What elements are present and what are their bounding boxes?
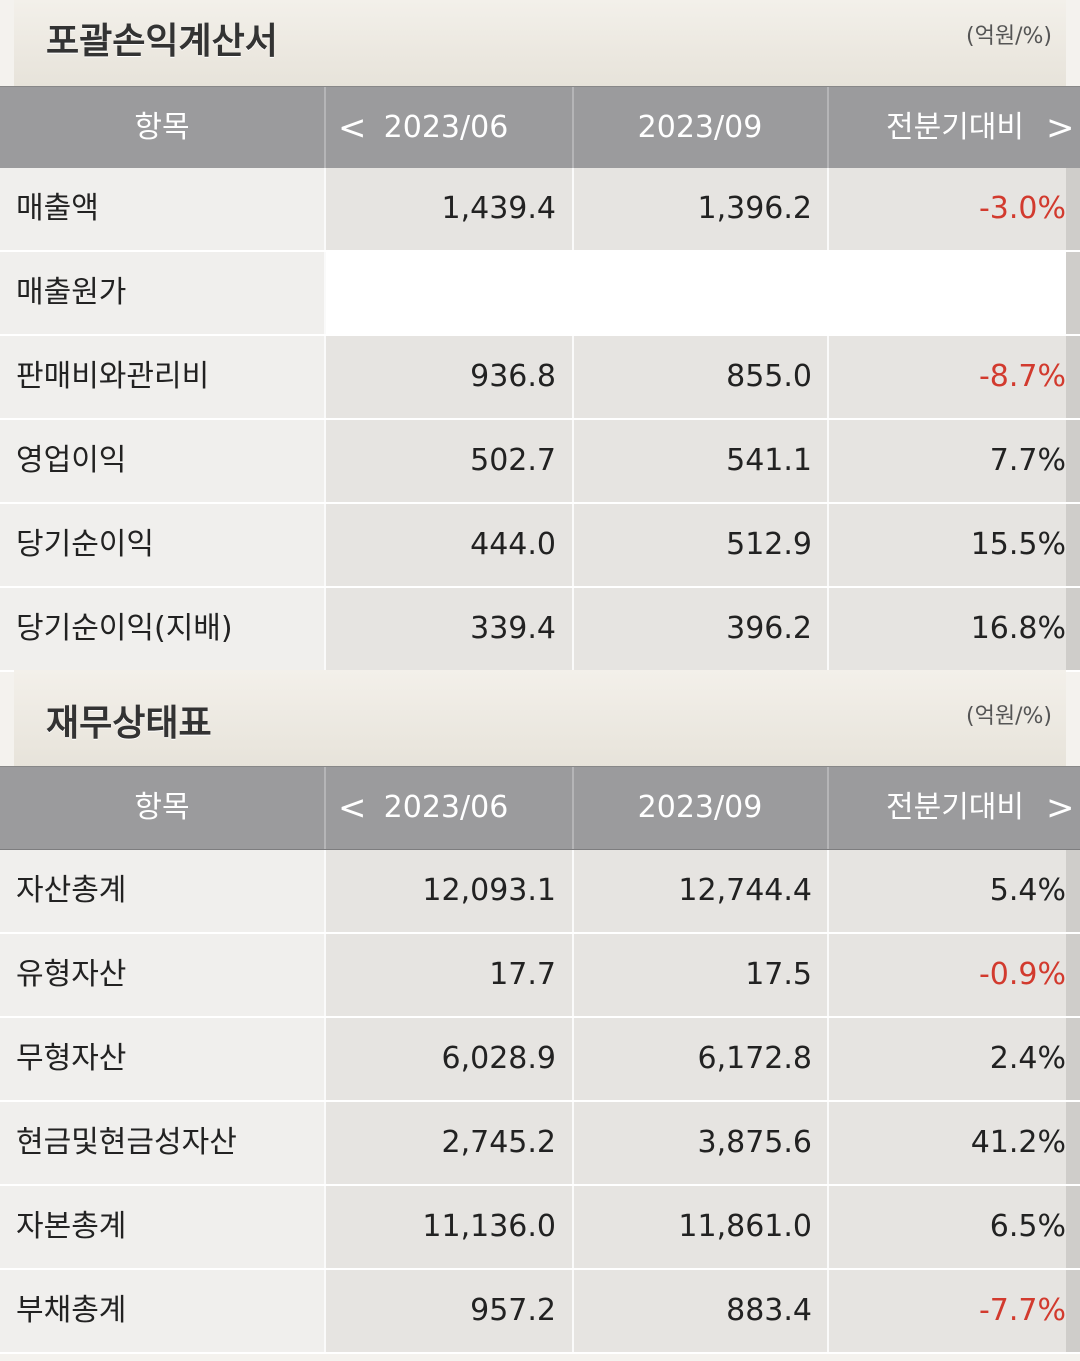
value-2023-09: 3,875.6 bbox=[697, 1125, 812, 1160]
income-section-header: 포괄손익계산서 (억원/%) bbox=[14, 0, 1066, 86]
value-2023-06: 936.8 bbox=[470, 359, 556, 394]
period-col1-header: 2023/06 bbox=[383, 110, 509, 145]
table-row[interactable]: 매출액 1,439.4 1,396.2 -3.0% bbox=[0, 168, 1080, 252]
prev-period-button[interactable]: < bbox=[338, 788, 367, 828]
row-label: 매출원가 bbox=[16, 275, 127, 310]
row-label: 부채총계 bbox=[16, 1293, 127, 1328]
value-2023-09: 396.2 bbox=[726, 611, 812, 646]
qoq-column-header: 전분기대비 bbox=[886, 790, 1024, 825]
table-row[interactable]: 매출원가 bbox=[0, 252, 1080, 338]
income-unit: (억원/%) bbox=[966, 24, 1052, 49]
value-2023-06: 17.7 bbox=[489, 957, 556, 992]
row-label: 무형자산 bbox=[16, 1041, 127, 1076]
row-label: 유형자산 bbox=[16, 957, 127, 992]
value-2023-06: 444.0 bbox=[470, 527, 556, 562]
empty-data-cell bbox=[326, 252, 1066, 338]
row-label: 판매비와관리비 bbox=[16, 359, 210, 394]
period-col2-header: 2023/09 bbox=[637, 790, 763, 825]
value-2023-09: 17.5 bbox=[745, 957, 812, 992]
table-row[interactable]: 자본총계 11,136.0 11,861.0 6.5% bbox=[0, 1186, 1080, 1270]
row-label: 영업이익 bbox=[16, 443, 127, 478]
qoq-change: 7.7% bbox=[989, 443, 1066, 478]
item-column-header: 항목 bbox=[134, 110, 190, 145]
value-2023-09: 12,744.4 bbox=[678, 873, 812, 908]
qoq-column-header: 전분기대비 bbox=[886, 110, 1024, 145]
next-period-button[interactable]: > bbox=[1046, 788, 1075, 828]
qoq-change: -8.7% bbox=[978, 359, 1066, 394]
row-label: 자본총계 bbox=[16, 1209, 127, 1244]
table-row[interactable]: 당기순이익(지배) 339.4 396.2 16.8% bbox=[0, 588, 1080, 672]
value-2023-06: 339.4 bbox=[470, 611, 556, 646]
value-2023-06: 957.2 bbox=[470, 1293, 556, 1328]
value-2023-09: 6,172.8 bbox=[697, 1041, 812, 1076]
table-row[interactable]: 판매비와관리비 936.8 855.0 -8.7% bbox=[0, 336, 1080, 420]
value-2023-06: 2,745.2 bbox=[441, 1125, 556, 1160]
row-label: 당기순이익 bbox=[16, 527, 154, 562]
value-2023-09: 541.1 bbox=[726, 443, 812, 478]
row-label: 당기순이익(지배) bbox=[16, 611, 233, 646]
qoq-change: 16.8% bbox=[970, 611, 1066, 646]
qoq-change: 15.5% bbox=[970, 527, 1066, 562]
value-2023-06: 6,028.9 bbox=[441, 1041, 556, 1076]
qoq-change: -0.9% bbox=[978, 957, 1066, 992]
value-2023-06: 11,136.0 bbox=[422, 1209, 556, 1244]
balance-section-header: 재무상태표 (억원/%) bbox=[14, 670, 1066, 768]
table-row[interactable]: 유형자산 17.7 17.5 -0.9% bbox=[0, 934, 1080, 1018]
income-table-header: 항목 < 2023/06 2023/09 전분기대비 > bbox=[0, 86, 1080, 171]
period-col2-header: 2023/09 bbox=[637, 110, 763, 145]
table-row[interactable]: 부채총계 957.2 883.4 -7.7% bbox=[0, 1270, 1080, 1354]
item-column-header: 항목 bbox=[134, 790, 190, 825]
qoq-change: -3.0% bbox=[978, 191, 1066, 226]
table-row[interactable]: 영업이익 502.7 541.1 7.7% bbox=[0, 420, 1080, 504]
value-2023-06: 12,093.1 bbox=[422, 873, 556, 908]
table-row[interactable]: 무형자산 6,028.9 6,172.8 2.4% bbox=[0, 1018, 1080, 1102]
table-row[interactable]: 자산총계 12,093.1 12,744.4 5.4% bbox=[0, 850, 1080, 934]
period-col1-header: 2023/06 bbox=[383, 790, 509, 825]
qoq-change: 5.4% bbox=[989, 873, 1066, 908]
qoq-change: 2.4% bbox=[989, 1041, 1066, 1076]
table-row[interactable]: 현금및현금성자산 2,745.2 3,875.6 41.2% bbox=[0, 1102, 1080, 1186]
value-2023-09: 11,861.0 bbox=[678, 1209, 812, 1244]
value-2023-09: 883.4 bbox=[726, 1293, 812, 1328]
table-row[interactable]: 당기순이익 444.0 512.9 15.5% bbox=[0, 504, 1080, 588]
qoq-change: 6.5% bbox=[989, 1209, 1066, 1244]
income-title: 포괄손익계산서 bbox=[46, 21, 278, 62]
balance-unit: (억원/%) bbox=[966, 704, 1052, 729]
next-period-button[interactable]: > bbox=[1046, 108, 1075, 148]
row-label: 현금및현금성자산 bbox=[16, 1125, 237, 1160]
value-2023-09: 855.0 bbox=[726, 359, 812, 394]
qoq-change: -7.7% bbox=[978, 1293, 1066, 1328]
qoq-change: 41.2% bbox=[970, 1125, 1066, 1160]
balance-table-header: 항목 < 2023/06 2023/09 전분기대비 > bbox=[0, 766, 1080, 851]
prev-period-button[interactable]: < bbox=[338, 108, 367, 148]
value-2023-09: 1,396.2 bbox=[697, 191, 812, 226]
value-2023-09: 512.9 bbox=[726, 527, 812, 562]
row-label: 매출액 bbox=[16, 191, 99, 226]
value-2023-06: 502.7 bbox=[470, 443, 556, 478]
balance-title: 재무상태표 bbox=[46, 703, 212, 744]
value-2023-06: 1,439.4 bbox=[441, 191, 556, 226]
row-label: 자산총계 bbox=[16, 873, 127, 908]
